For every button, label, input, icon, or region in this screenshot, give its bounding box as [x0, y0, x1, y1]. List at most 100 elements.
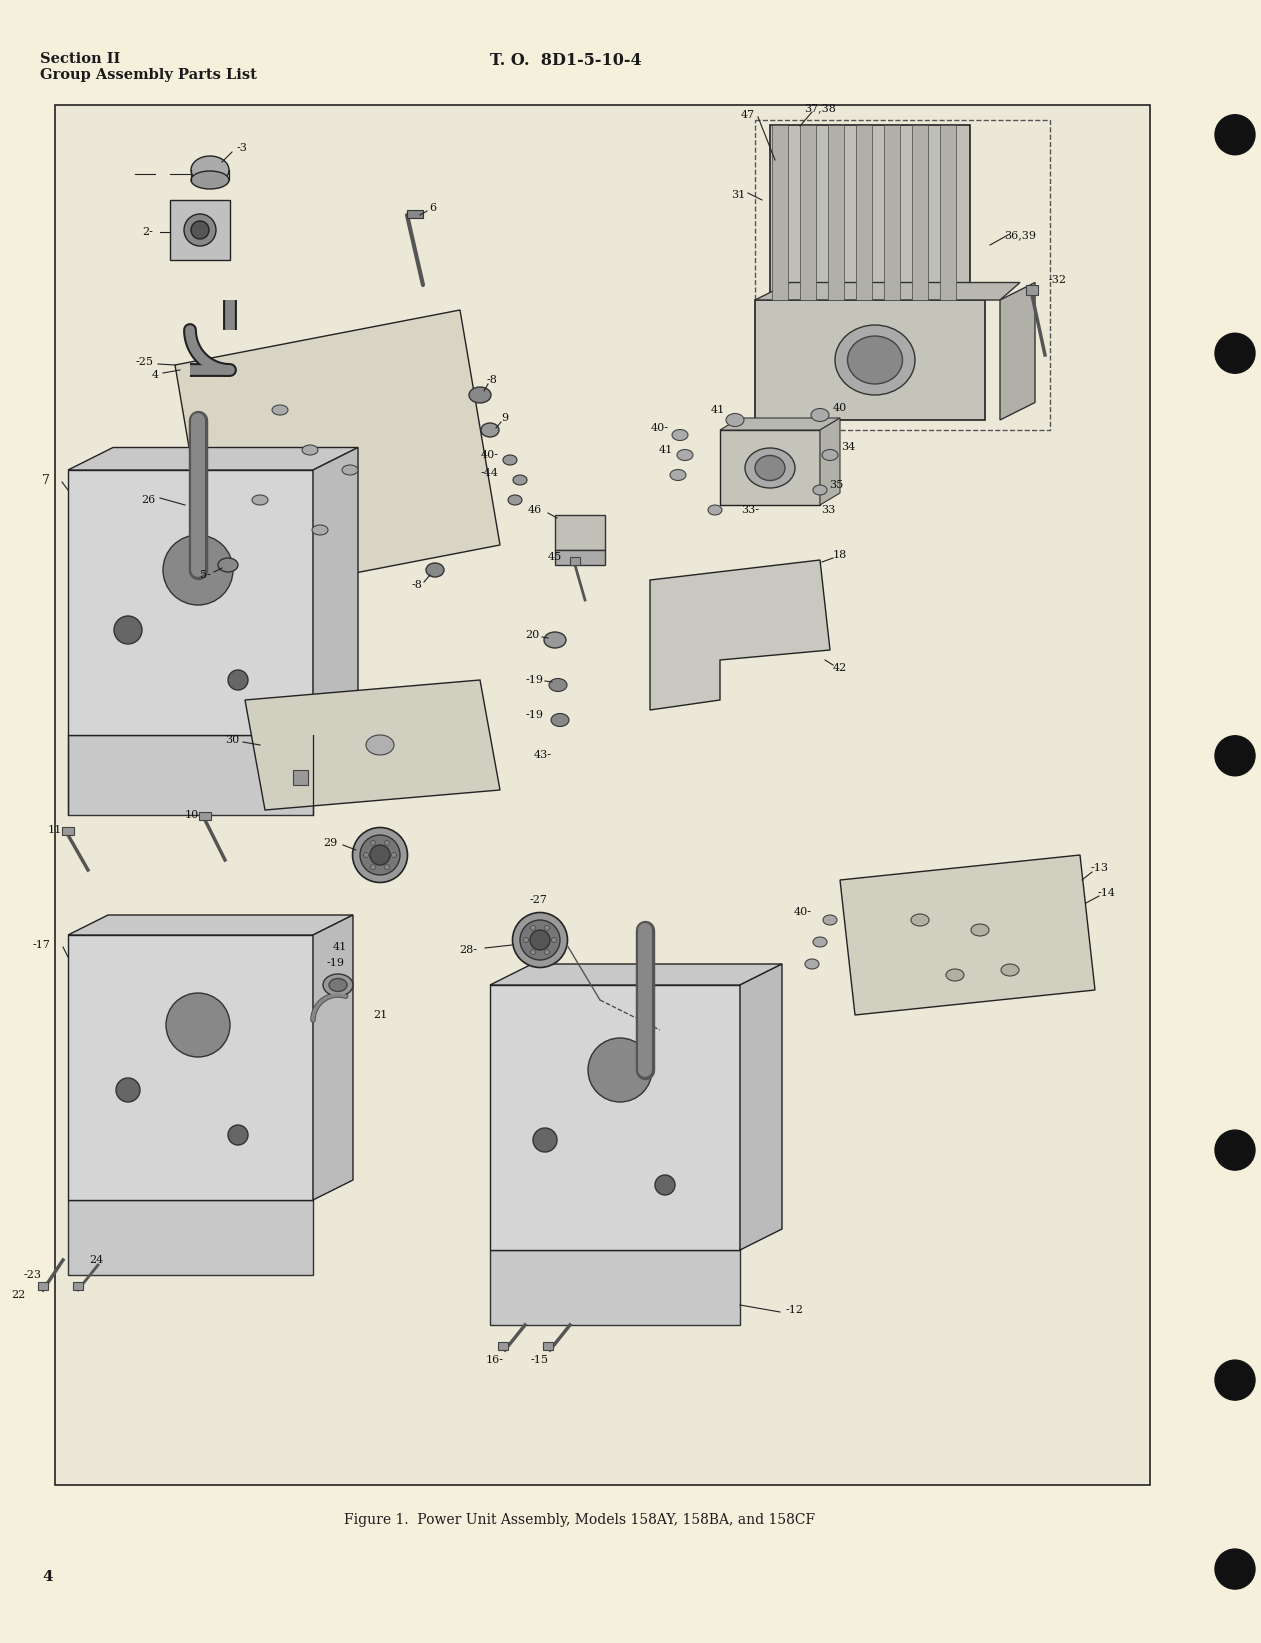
Polygon shape [755, 283, 1020, 301]
Bar [38, 1282, 48, 1290]
Circle shape [1216, 334, 1255, 373]
Circle shape [531, 950, 536, 955]
Ellipse shape [670, 470, 686, 480]
Ellipse shape [726, 414, 744, 427]
Ellipse shape [329, 979, 347, 991]
Circle shape [385, 864, 390, 869]
Bar [912, 125, 928, 301]
Polygon shape [313, 447, 358, 734]
Text: 24: 24 [88, 1255, 103, 1265]
Text: -23: -23 [24, 1270, 42, 1280]
Ellipse shape [835, 325, 915, 394]
Text: 43-: 43- [533, 749, 552, 761]
Ellipse shape [359, 835, 400, 876]
Text: -8: -8 [411, 580, 422, 590]
Text: 40-: 40- [794, 907, 812, 917]
Ellipse shape [513, 475, 527, 485]
Polygon shape [740, 964, 782, 1250]
Bar [770, 125, 970, 301]
Ellipse shape [184, 214, 216, 246]
Bar [772, 125, 788, 301]
Text: 30: 30 [224, 734, 240, 744]
Circle shape [551, 938, 556, 943]
Text: -44: -44 [480, 468, 499, 478]
Ellipse shape [190, 156, 230, 184]
Ellipse shape [530, 930, 550, 950]
Text: 35: 35 [828, 480, 844, 490]
Bar [1026, 284, 1038, 296]
Text: -14: -14 [1098, 887, 1116, 899]
Ellipse shape [508, 495, 522, 504]
Text: 33: 33 [821, 504, 835, 514]
Text: -3: -3 [237, 143, 247, 153]
Text: -13: -13 [1091, 863, 1108, 872]
Polygon shape [313, 915, 353, 1199]
Circle shape [371, 864, 376, 869]
Ellipse shape [218, 559, 238, 572]
Text: 6: 6 [430, 204, 436, 214]
Text: 41: 41 [711, 406, 725, 416]
Text: 37,38: 37,38 [805, 104, 836, 113]
Ellipse shape [353, 828, 407, 882]
Ellipse shape [755, 455, 786, 480]
Ellipse shape [847, 337, 903, 384]
Ellipse shape [971, 923, 989, 937]
Polygon shape [68, 935, 313, 1199]
Bar [828, 125, 844, 301]
Text: 41: 41 [660, 445, 673, 455]
Circle shape [228, 670, 248, 690]
Text: 33-: 33- [741, 504, 759, 514]
Bar [799, 125, 816, 301]
Bar [555, 550, 605, 565]
Text: Section II: Section II [40, 53, 120, 66]
Text: 7: 7 [42, 473, 50, 486]
Text: 31: 31 [731, 191, 745, 200]
Circle shape [654, 1175, 675, 1194]
Ellipse shape [426, 564, 444, 577]
Polygon shape [175, 311, 501, 600]
Bar [755, 301, 985, 421]
Text: -17: -17 [32, 940, 50, 950]
Ellipse shape [745, 449, 794, 488]
Text: 4: 4 [151, 370, 159, 380]
Bar [543, 1342, 554, 1351]
Text: 36,39: 36,39 [1004, 230, 1037, 240]
Bar [755, 120, 1050, 430]
Bar [555, 514, 605, 550]
Ellipse shape [272, 406, 288, 416]
Polygon shape [68, 734, 313, 815]
Circle shape [113, 616, 142, 644]
Text: 20: 20 [525, 629, 540, 641]
Bar [73, 1282, 83, 1290]
Circle shape [163, 536, 233, 605]
Text: 29: 29 [323, 838, 337, 848]
Ellipse shape [813, 485, 827, 495]
Ellipse shape [677, 450, 694, 460]
Text: 18: 18 [832, 550, 847, 560]
Bar [407, 210, 422, 219]
Bar [570, 557, 580, 565]
Ellipse shape [823, 915, 837, 925]
Ellipse shape [503, 455, 517, 465]
Text: -27: -27 [530, 895, 547, 905]
Circle shape [385, 840, 390, 846]
Ellipse shape [252, 495, 269, 504]
Circle shape [116, 1078, 140, 1102]
Ellipse shape [543, 633, 566, 647]
Polygon shape [1000, 283, 1035, 421]
Bar [55, 105, 1150, 1485]
Circle shape [545, 950, 550, 955]
Text: 40-: 40- [651, 422, 670, 434]
Ellipse shape [480, 422, 499, 437]
Ellipse shape [323, 974, 353, 996]
Text: -19: -19 [327, 958, 346, 968]
Circle shape [545, 925, 550, 930]
Polygon shape [68, 447, 358, 470]
Text: 16-: 16- [485, 1355, 504, 1365]
Ellipse shape [190, 222, 209, 238]
Ellipse shape [469, 388, 491, 403]
Ellipse shape [301, 445, 318, 455]
Text: 21: 21 [373, 1010, 387, 1020]
Ellipse shape [342, 465, 358, 475]
Bar [884, 125, 900, 301]
